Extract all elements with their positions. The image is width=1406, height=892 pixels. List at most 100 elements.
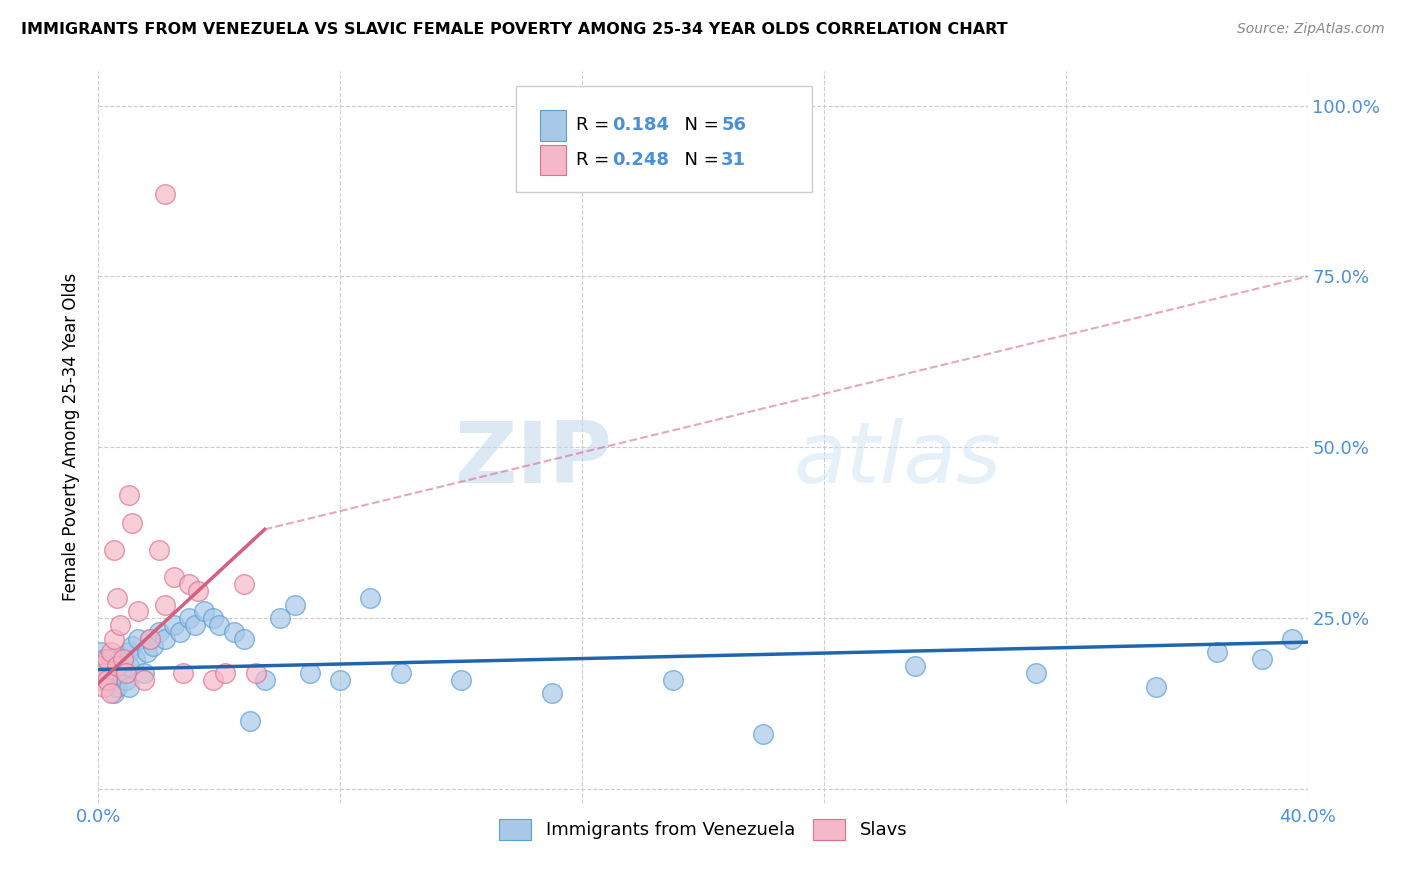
Point xyxy=(90,673,112,687)
Point xyxy=(179,577,201,591)
Point xyxy=(121,516,143,530)
Point xyxy=(153,187,176,202)
Point xyxy=(208,618,231,632)
Text: R =: R = xyxy=(576,117,614,135)
Point xyxy=(202,611,225,625)
Text: 56: 56 xyxy=(721,117,747,135)
Point xyxy=(139,632,162,646)
Point xyxy=(169,624,191,639)
Point xyxy=(193,604,215,618)
Point xyxy=(124,652,146,666)
Point xyxy=(172,665,194,680)
Point xyxy=(111,652,134,666)
Point xyxy=(132,665,155,680)
Point xyxy=(187,583,209,598)
Point xyxy=(90,659,112,673)
Point xyxy=(105,659,128,673)
Point xyxy=(661,673,683,687)
Point xyxy=(389,665,412,680)
Text: 0.248: 0.248 xyxy=(613,151,669,169)
Point xyxy=(121,639,143,653)
Text: atlas: atlas xyxy=(793,417,1001,500)
Point xyxy=(103,632,125,646)
Point xyxy=(90,645,112,659)
Text: 31: 31 xyxy=(721,151,747,169)
Point xyxy=(96,659,118,673)
Point xyxy=(299,665,322,680)
Point xyxy=(96,673,118,687)
Point xyxy=(108,652,131,666)
Point xyxy=(93,652,115,666)
Point xyxy=(139,632,162,646)
Text: R =: R = xyxy=(576,151,614,169)
Point xyxy=(450,673,472,687)
Point xyxy=(1251,652,1274,666)
Point xyxy=(118,645,141,659)
Point xyxy=(540,686,562,700)
Point xyxy=(103,542,125,557)
Point xyxy=(93,665,115,680)
Point xyxy=(105,591,128,605)
Point xyxy=(127,632,149,646)
Bar xyxy=(540,110,567,141)
Y-axis label: Female Poverty Among 25-34 Year Olds: Female Poverty Among 25-34 Year Olds xyxy=(62,273,80,601)
Point xyxy=(100,645,122,659)
Point xyxy=(118,659,141,673)
Point xyxy=(904,659,927,673)
Point xyxy=(1024,665,1046,680)
Point xyxy=(232,577,254,591)
Point xyxy=(239,714,262,728)
Point xyxy=(93,665,115,680)
Point xyxy=(153,632,176,646)
Point xyxy=(153,598,176,612)
Point xyxy=(103,686,125,700)
Point xyxy=(100,686,122,700)
Point xyxy=(135,645,157,659)
Point xyxy=(118,680,141,694)
Point xyxy=(752,727,775,741)
Point xyxy=(148,624,170,639)
Point xyxy=(360,591,382,605)
Point xyxy=(142,639,165,653)
Point xyxy=(1281,632,1303,646)
Point xyxy=(1206,645,1229,659)
Point xyxy=(96,652,118,666)
Point xyxy=(214,665,236,680)
Text: ZIP: ZIP xyxy=(454,417,613,500)
Text: 0.184: 0.184 xyxy=(613,117,669,135)
Point xyxy=(132,673,155,687)
Point xyxy=(100,665,122,680)
Text: IMMIGRANTS FROM VENEZUELA VS SLAVIC FEMALE POVERTY AMONG 25-34 YEAR OLDS CORRELA: IMMIGRANTS FROM VENEZUELA VS SLAVIC FEMA… xyxy=(21,22,1008,37)
Point xyxy=(96,673,118,687)
Point xyxy=(224,624,246,639)
Point xyxy=(329,673,352,687)
Point xyxy=(284,598,307,612)
Point xyxy=(127,604,149,618)
Point xyxy=(114,673,136,687)
Bar xyxy=(540,145,567,175)
Point xyxy=(114,665,136,680)
Text: N =: N = xyxy=(672,117,724,135)
Point xyxy=(103,673,125,687)
Point xyxy=(105,659,128,673)
Point xyxy=(253,673,276,687)
Point xyxy=(103,659,125,673)
Point xyxy=(163,618,186,632)
Point xyxy=(100,652,122,666)
Point xyxy=(90,659,112,673)
Point xyxy=(245,665,267,680)
Point xyxy=(118,488,141,502)
Text: N =: N = xyxy=(672,151,724,169)
Point xyxy=(1144,680,1167,694)
Point xyxy=(179,611,201,625)
Point xyxy=(148,542,170,557)
Point xyxy=(184,618,207,632)
Point xyxy=(163,570,186,584)
Point xyxy=(202,673,225,687)
Point xyxy=(108,665,131,680)
Point xyxy=(232,632,254,646)
Point xyxy=(111,659,134,673)
Text: Source: ZipAtlas.com: Source: ZipAtlas.com xyxy=(1237,22,1385,37)
Legend: Immigrants from Venezuela, Slavs: Immigrants from Venezuela, Slavs xyxy=(489,810,917,848)
Point xyxy=(269,611,291,625)
